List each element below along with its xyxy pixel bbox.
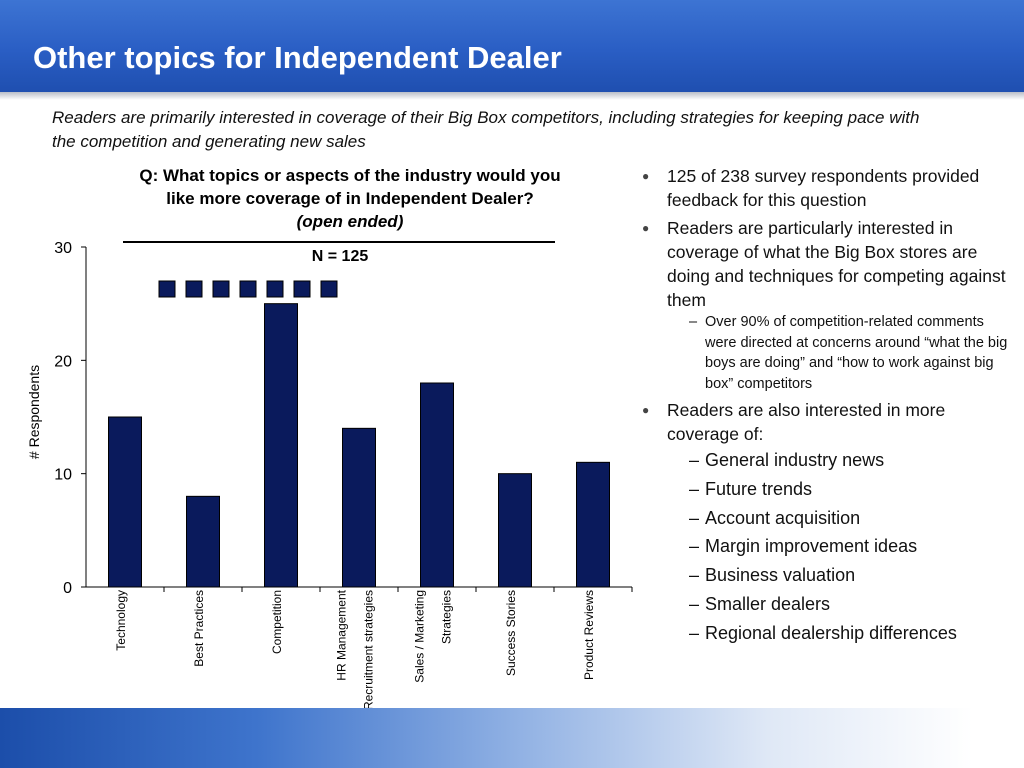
x-tick-label: Best Practices xyxy=(192,590,206,667)
chart-question-line1: Q: What topics or aspects of the industr… xyxy=(139,166,561,185)
dash-marker xyxy=(212,280,230,298)
bullet-text: Readers are particularly interested in c… xyxy=(667,218,1006,310)
y-tick-label: 30 xyxy=(54,240,72,257)
dash-marker xyxy=(158,280,176,298)
x-tick-label: Success Stories xyxy=(504,590,518,676)
bullet-text: 125 of 238 survey respondents provided f… xyxy=(667,166,980,210)
bullet-list: 125 of 238 survey respondents provided f… xyxy=(642,164,1017,648)
bullet-item: Readers are also interested in more cove… xyxy=(642,398,1017,648)
x-tick-label: Recruitment strategies xyxy=(362,590,376,710)
dash-marker xyxy=(266,280,284,298)
y-tick-label: 10 xyxy=(54,467,72,484)
x-tick-label: Strategies xyxy=(440,590,454,644)
chart-question: Q: What topics or aspects of the industr… xyxy=(90,164,610,233)
x-tick-label: Competition xyxy=(270,590,284,654)
y-tick-label: 0 xyxy=(63,580,72,597)
footer-bar xyxy=(0,708,1024,768)
bar xyxy=(576,461,610,588)
x-tick-label: HR Management xyxy=(335,589,349,680)
bullet-item: Readers are particularly interested in c… xyxy=(642,216,1017,394)
chart-question-line2: like more coverage of in Independent Dea… xyxy=(166,189,534,208)
bullet-text: Readers are also interested in more cove… xyxy=(667,400,946,444)
y-tick-label: 20 xyxy=(54,353,72,370)
sub-bullet-item: Margin improvement ideas xyxy=(667,532,1017,561)
chart-title-rule xyxy=(123,241,555,243)
sub-bullet-item: Account acquisition xyxy=(667,504,1017,533)
sub-bullet-list: General industry newsFuture trendsAccoun… xyxy=(667,446,1017,648)
bar xyxy=(264,303,298,588)
sub-bullet-list: Over 90% of competition-related comments… xyxy=(667,312,1017,394)
dash-marker xyxy=(185,280,203,298)
dash-marker xyxy=(293,280,311,298)
sub-bullet-item: Smaller dealers xyxy=(667,590,1017,619)
bullet-item: 125 of 238 survey respondents provided f… xyxy=(642,164,1017,212)
bullet-panel: 125 of 238 survey respondents provided f… xyxy=(642,164,1017,652)
sub-bullet-item: Over 90% of competition-related comments… xyxy=(667,312,1017,394)
dash-marker xyxy=(239,280,257,298)
header-bar xyxy=(0,0,1024,92)
sub-bullet-item: Future trends xyxy=(667,475,1017,504)
slide-title: Other topics for Independent Dealer xyxy=(33,40,562,75)
sub-bullet-item: Regional dealership differences xyxy=(667,619,1017,648)
x-tick-label: Sales / Marketing xyxy=(413,590,427,683)
y-axis-label: # Respondents xyxy=(26,365,42,459)
bar xyxy=(342,427,376,588)
header-shadow xyxy=(0,92,1024,100)
dash-marker xyxy=(320,280,338,298)
sample-size-label: N = 125 xyxy=(311,248,369,265)
bar xyxy=(108,416,142,588)
chart-question-line3: (open ended) xyxy=(296,212,404,231)
sub-bullet-item: Business valuation xyxy=(667,561,1017,590)
bar xyxy=(498,473,532,588)
sub-bullet-item: General industry news xyxy=(667,446,1017,475)
bar xyxy=(420,382,454,588)
x-tick-label: Technology xyxy=(114,590,128,651)
bar xyxy=(186,495,220,588)
x-tick-label: Product Reviews xyxy=(582,590,596,680)
slide-subtitle: Readers are primarily interested in cove… xyxy=(52,108,920,151)
